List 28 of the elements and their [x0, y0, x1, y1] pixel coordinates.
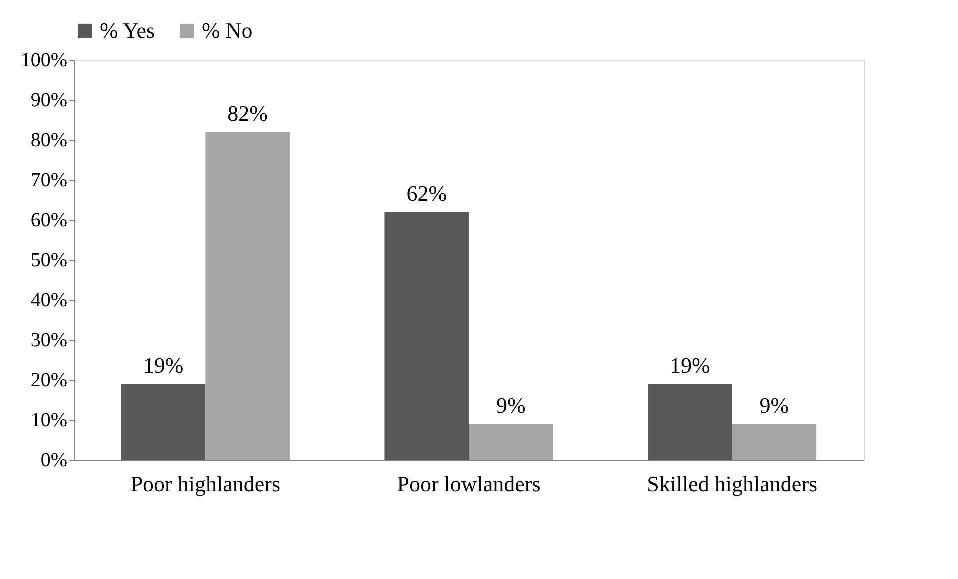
- y-tick-label: 60%: [30, 210, 68, 232]
- legend-label: % Yes: [100, 18, 156, 43]
- y-tick-label: 100%: [20, 50, 68, 72]
- x-tick-label: Skilled highlanders: [647, 472, 818, 496]
- y-tick-label: 20%: [30, 370, 68, 392]
- bar: [648, 384, 732, 460]
- bar: [384, 212, 469, 460]
- bar: [732, 424, 817, 460]
- y-tick-label: 40%: [30, 290, 68, 312]
- data-label: 82%: [228, 101, 268, 126]
- y-tick-label: 10%: [30, 410, 68, 432]
- x-tick-label: Poor lowlanders: [397, 472, 541, 496]
- data-label: 19%: [143, 353, 184, 378]
- y-tick-label: 0%: [40, 450, 68, 472]
- bar: [206, 132, 290, 460]
- bar: [121, 384, 206, 460]
- legend-label: % No: [202, 18, 253, 43]
- data-label: 19%: [670, 353, 710, 378]
- data-label: 62%: [406, 181, 448, 206]
- data-label: 9%: [760, 393, 790, 418]
- y-tick-label: 50%: [30, 250, 68, 272]
- data-label: 9%: [496, 393, 526, 418]
- x-tick-label: Poor highlanders: [130, 472, 281, 496]
- y-tick-label: 90%: [30, 90, 68, 112]
- y-tick-label: 70%: [30, 170, 68, 192]
- y-tick-label: 80%: [30, 130, 68, 152]
- y-tick-label: 30%: [30, 330, 68, 352]
- bar: [469, 424, 554, 460]
